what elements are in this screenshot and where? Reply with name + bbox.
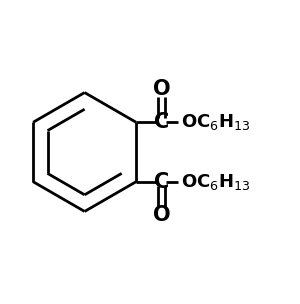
- Text: C: C: [154, 112, 169, 132]
- Text: O: O: [152, 79, 170, 99]
- Text: OC$_6$H$_{13}$: OC$_6$H$_{13}$: [181, 172, 250, 192]
- Text: OC$_6$H$_{13}$: OC$_6$H$_{13}$: [181, 112, 250, 132]
- Text: C: C: [154, 172, 169, 192]
- Text: O: O: [152, 205, 170, 225]
